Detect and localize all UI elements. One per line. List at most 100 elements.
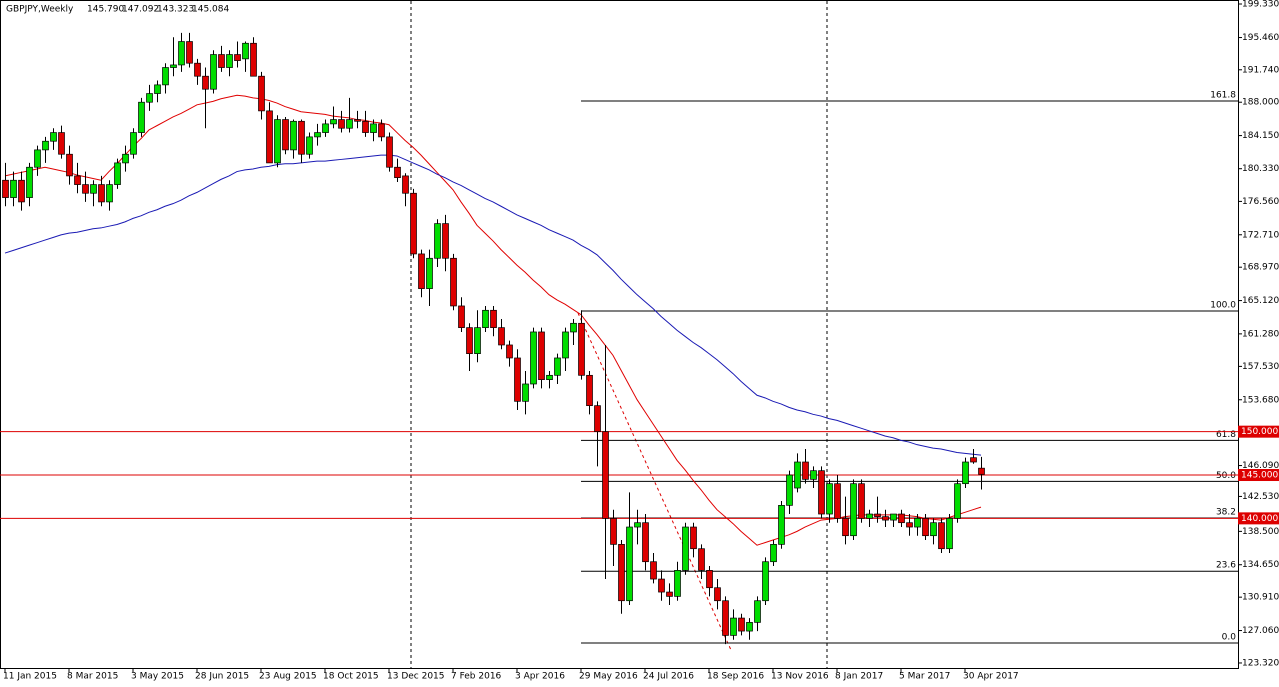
y-tick-label: 134.650 — [1242, 560, 1279, 570]
candle-body — [314, 132, 321, 138]
candle-body — [306, 136, 313, 155]
x-tick-label: 11 Jan 2015 — [3, 672, 57, 682]
y-tick-label: 146.090 — [1242, 461, 1279, 471]
candle-body — [898, 513, 905, 524]
y-tick-label: 142.530 — [1242, 492, 1279, 502]
candle-body — [90, 184, 97, 194]
candle-body — [586, 374, 593, 407]
x-tick-label: 3 May 2015 — [131, 672, 184, 682]
candle-body — [810, 470, 817, 480]
candle-body — [674, 570, 681, 597]
header-value: 145.084 — [192, 5, 229, 15]
candle-body — [258, 75, 265, 112]
candle-body — [978, 467, 985, 475]
candle-body — [194, 62, 201, 77]
price-level-box — [1238, 425, 1279, 438]
candle-body — [778, 505, 785, 545]
candle-body — [490, 309, 497, 328]
candle-body — [554, 357, 561, 376]
candle-body — [234, 54, 241, 61]
candle-body — [162, 67, 169, 86]
candle-body — [274, 119, 281, 164]
candle-body — [562, 331, 569, 359]
candle-body — [794, 461, 801, 489]
x-tick-label: 7 Feb 2016 — [451, 672, 502, 682]
candle-body — [290, 120, 297, 151]
candle-body — [74, 175, 81, 185]
y-tick-label: 130.910 — [1242, 593, 1279, 603]
candle-body — [426, 257, 433, 289]
candle-body — [450, 257, 457, 307]
trend-line — [577, 312, 732, 651]
candle-body — [298, 120, 305, 155]
fib-label: 61.8 — [1216, 430, 1236, 440]
x-tick-label: 8 Jan 2017 — [835, 672, 883, 682]
candle-body — [666, 591, 673, 597]
candle-body — [330, 119, 337, 125]
candle-body — [570, 322, 577, 333]
candle-body — [522, 383, 529, 402]
header-value: 145.790 — [87, 5, 124, 15]
x-tick-label: 18 Oct 2015 — [323, 672, 379, 682]
candle-body — [386, 136, 393, 168]
candle-body — [106, 184, 113, 203]
candle-body — [18, 179, 25, 203]
candle-body — [50, 132, 57, 142]
candle-body — [434, 223, 441, 259]
candle-body — [138, 101, 145, 133]
candle-body — [714, 587, 721, 602]
candle-body — [498, 327, 505, 346]
candle-body — [178, 41, 185, 66]
candle-body — [394, 166, 401, 178]
x-tick-label: 13 Nov 2016 — [771, 672, 829, 682]
candle-body — [938, 522, 945, 550]
y-tick-label: 188.000 — [1242, 98, 1279, 108]
candle-body — [906, 522, 913, 528]
candle-body — [578, 322, 585, 376]
candle-body — [474, 327, 481, 354]
y-tick-label: 165.120 — [1242, 296, 1279, 306]
candle-body — [402, 175, 409, 194]
candle-body — [706, 570, 713, 589]
moving-average — [4, 94, 982, 546]
x-tick-label: 23 Aug 2015 — [259, 672, 317, 682]
candle-body — [866, 513, 873, 519]
y-tick-label: 168.970 — [1242, 263, 1279, 273]
fib-label: 50.0 — [1216, 471, 1236, 481]
candle-body — [458, 305, 465, 328]
price-level-box — [1238, 512, 1279, 525]
x-tick-label: 3 Apr 2016 — [515, 672, 565, 682]
candle-body — [114, 162, 121, 185]
y-tick-label: 127.060 — [1242, 626, 1279, 636]
candle-body — [442, 223, 449, 259]
candle-body — [682, 526, 689, 571]
candle-body — [762, 561, 769, 602]
fib-label: 0.0 — [1222, 632, 1237, 642]
candle-body — [650, 561, 657, 580]
candle-body — [130, 132, 137, 155]
candle-body — [850, 483, 857, 537]
y-tick-label: 157.530 — [1242, 362, 1279, 372]
candle-body — [738, 617, 745, 632]
x-tick-label: 5 Mar 2017 — [899, 672, 950, 682]
candle-body — [482, 309, 489, 328]
candle-body — [354, 119, 361, 122]
candle-body — [538, 331, 545, 380]
candle-body — [514, 357, 521, 402]
candle-body — [410, 192, 417, 255]
candle-body — [786, 474, 793, 506]
fib-label: 38.2 — [1216, 508, 1236, 518]
y-tick-label: 199.330 — [1242, 0, 1279, 9]
candle-body — [634, 522, 641, 528]
candle-body — [754, 600, 761, 623]
candle-body — [122, 153, 129, 164]
candle-body — [954, 483, 961, 519]
candle-body — [82, 184, 89, 194]
candle-body — [530, 331, 537, 385]
candle-body — [322, 123, 329, 133]
candle-body — [378, 123, 385, 138]
candle-body — [146, 93, 153, 103]
x-tick-label: 29 May 2016 — [579, 672, 638, 682]
y-tick-label: 161.280 — [1242, 329, 1279, 339]
